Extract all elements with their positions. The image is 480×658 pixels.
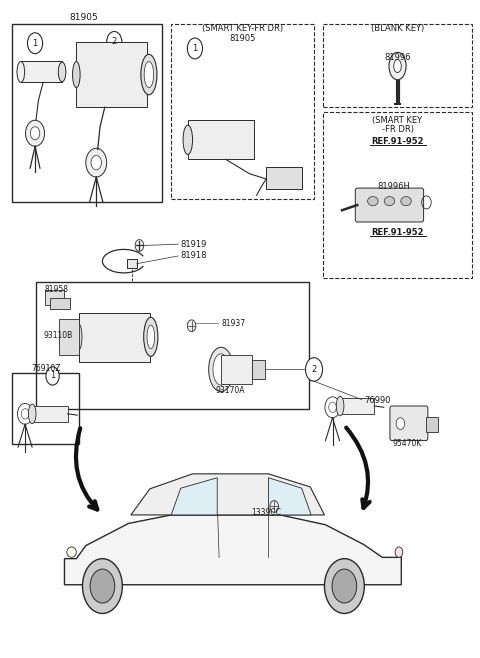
Circle shape (86, 148, 107, 177)
Circle shape (107, 32, 122, 53)
Ellipse shape (17, 61, 24, 82)
Text: 95470K: 95470K (393, 439, 422, 447)
Text: (SMART KEY-FR DR): (SMART KEY-FR DR) (202, 24, 283, 34)
Circle shape (270, 501, 278, 513)
Text: 93110B: 93110B (44, 331, 73, 340)
Polygon shape (221, 355, 252, 384)
Text: -FR DR): -FR DR) (382, 125, 413, 134)
Circle shape (21, 409, 29, 419)
Ellipse shape (395, 547, 403, 557)
Text: 81937: 81937 (221, 319, 245, 328)
Circle shape (90, 569, 115, 603)
Circle shape (46, 367, 59, 385)
Circle shape (187, 38, 203, 59)
Ellipse shape (389, 53, 406, 80)
Ellipse shape (147, 325, 155, 349)
Polygon shape (188, 120, 254, 159)
Ellipse shape (384, 197, 395, 206)
Bar (127, 259, 137, 268)
Ellipse shape (72, 61, 80, 88)
Polygon shape (21, 61, 62, 82)
Ellipse shape (183, 125, 192, 155)
Text: 93170A: 93170A (216, 386, 245, 395)
Polygon shape (50, 297, 70, 309)
Polygon shape (252, 361, 264, 378)
FancyBboxPatch shape (355, 188, 424, 222)
Polygon shape (171, 478, 217, 515)
Bar (45, 290, 64, 305)
Circle shape (135, 240, 144, 251)
Ellipse shape (368, 197, 378, 206)
Polygon shape (340, 398, 374, 414)
Text: 1: 1 (192, 44, 198, 53)
Circle shape (83, 559, 122, 613)
Polygon shape (32, 406, 68, 422)
Text: 1339CC: 1339CC (251, 509, 281, 517)
Polygon shape (76, 42, 147, 107)
Ellipse shape (394, 59, 401, 72)
Circle shape (27, 33, 43, 54)
Circle shape (332, 569, 357, 603)
Ellipse shape (28, 404, 36, 424)
Circle shape (329, 402, 336, 413)
Polygon shape (268, 478, 311, 515)
Polygon shape (131, 474, 324, 515)
Ellipse shape (213, 354, 229, 385)
Ellipse shape (75, 324, 82, 350)
Text: 81996H: 81996H (378, 182, 410, 191)
Text: 81905: 81905 (229, 34, 255, 43)
Circle shape (30, 127, 40, 139)
Polygon shape (64, 515, 401, 585)
Ellipse shape (67, 547, 76, 557)
Text: 2: 2 (112, 38, 117, 47)
Circle shape (91, 155, 101, 170)
Text: 81996: 81996 (384, 53, 411, 62)
Circle shape (305, 358, 323, 381)
Polygon shape (266, 167, 301, 189)
Ellipse shape (336, 396, 344, 416)
Text: 81958: 81958 (45, 286, 69, 294)
Text: 76910Z: 76910Z (31, 364, 61, 372)
Text: 81905: 81905 (69, 13, 98, 22)
Ellipse shape (141, 55, 157, 95)
Circle shape (396, 418, 405, 430)
Text: REF.91-952: REF.91-952 (371, 228, 424, 237)
Ellipse shape (58, 62, 66, 82)
Text: 1: 1 (33, 39, 37, 48)
Ellipse shape (401, 197, 411, 206)
Text: 76990: 76990 (364, 396, 391, 405)
Text: 81918: 81918 (180, 251, 207, 260)
Circle shape (187, 320, 196, 332)
Ellipse shape (144, 61, 154, 88)
Text: 1: 1 (50, 372, 55, 380)
Ellipse shape (144, 317, 158, 357)
Polygon shape (79, 313, 150, 362)
Text: (BLANK KEY): (BLANK KEY) (371, 24, 424, 34)
Polygon shape (59, 318, 79, 355)
FancyBboxPatch shape (390, 406, 428, 441)
Polygon shape (426, 417, 438, 432)
Circle shape (25, 120, 45, 146)
Text: REF.91-952: REF.91-952 (371, 137, 424, 145)
Text: (SMART KEY: (SMART KEY (372, 116, 422, 125)
Text: 2: 2 (312, 365, 317, 374)
Circle shape (324, 559, 364, 613)
Text: 81919: 81919 (180, 240, 207, 249)
Ellipse shape (209, 347, 233, 392)
